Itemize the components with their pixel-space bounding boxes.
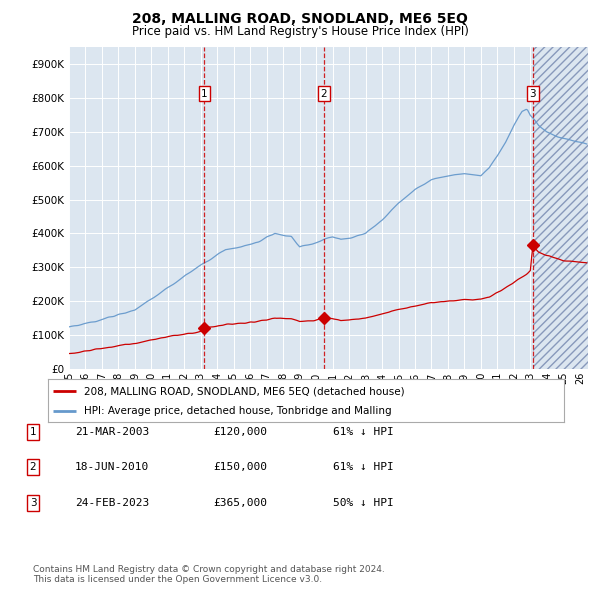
Text: 21-MAR-2003: 21-MAR-2003 bbox=[75, 427, 149, 437]
Text: 3: 3 bbox=[529, 89, 536, 99]
Text: 24-FEB-2023: 24-FEB-2023 bbox=[75, 498, 149, 507]
Text: 2: 2 bbox=[29, 463, 37, 472]
Text: Contains HM Land Registry data © Crown copyright and database right 2024.
This d: Contains HM Land Registry data © Crown c… bbox=[33, 565, 385, 584]
Text: 18-JUN-2010: 18-JUN-2010 bbox=[75, 463, 149, 472]
Text: 1: 1 bbox=[201, 89, 208, 99]
Text: 3: 3 bbox=[29, 498, 37, 507]
Text: 208, MALLING ROAD, SNODLAND, ME6 5EQ: 208, MALLING ROAD, SNODLAND, ME6 5EQ bbox=[132, 12, 468, 26]
Text: 1: 1 bbox=[29, 427, 37, 437]
Text: 61% ↓ HPI: 61% ↓ HPI bbox=[333, 427, 394, 437]
Text: £365,000: £365,000 bbox=[213, 498, 267, 507]
Text: £150,000: £150,000 bbox=[213, 463, 267, 472]
Text: 50% ↓ HPI: 50% ↓ HPI bbox=[333, 498, 394, 507]
Text: HPI: Average price, detached house, Tonbridge and Malling: HPI: Average price, detached house, Tonb… bbox=[84, 407, 392, 416]
Text: Price paid vs. HM Land Registry's House Price Index (HPI): Price paid vs. HM Land Registry's House … bbox=[131, 25, 469, 38]
Bar bbox=[533, 47, 588, 369]
Text: £120,000: £120,000 bbox=[213, 427, 267, 437]
Text: 2: 2 bbox=[320, 89, 327, 99]
Text: 61% ↓ HPI: 61% ↓ HPI bbox=[333, 463, 394, 472]
Text: 208, MALLING ROAD, SNODLAND, ME6 5EQ (detached house): 208, MALLING ROAD, SNODLAND, ME6 5EQ (de… bbox=[84, 386, 405, 396]
